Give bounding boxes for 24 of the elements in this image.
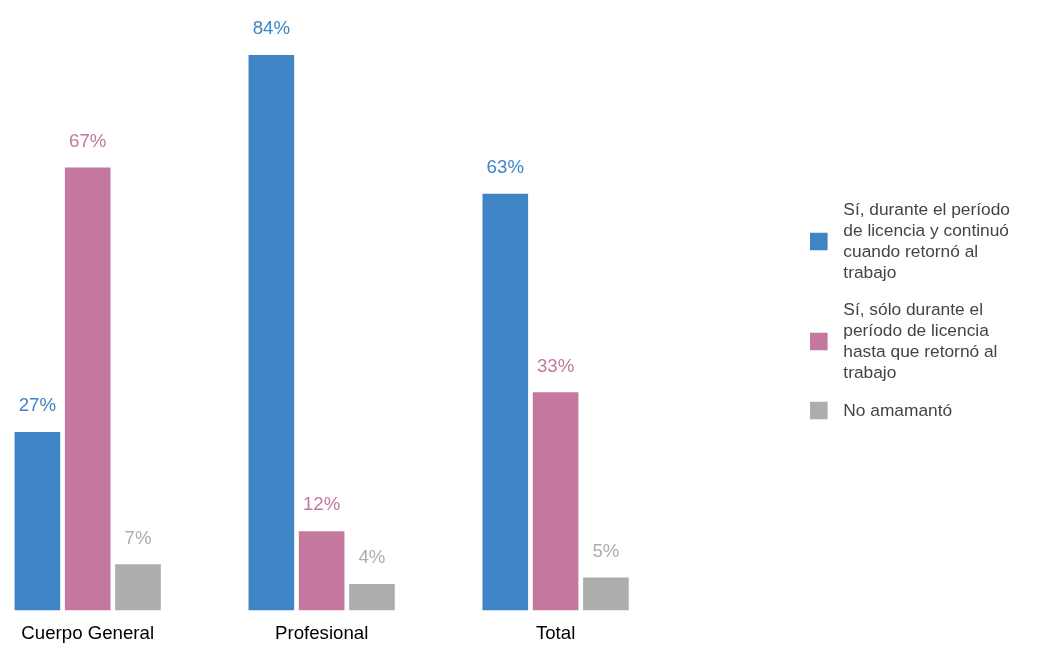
bar [14, 431, 61, 611]
x-tick-label: Cuerpo General [21, 621, 155, 643]
data-label: 7% [124, 526, 152, 548]
bar [349, 584, 395, 611]
x-tick-label: Profesional [274, 621, 369, 643]
legend-label: Sí, sólo durante el período de licencia hasta que retornó al trabajo [843, 299, 998, 383]
bar [298, 531, 345, 611]
bar [482, 193, 529, 611]
data-label: 63% [486, 156, 524, 178]
data-label: 12% [302, 493, 341, 515]
bar [583, 577, 629, 611]
data-label: 33% [536, 354, 575, 376]
bar [532, 392, 579, 611]
data-label: 27% [18, 394, 57, 416]
legend-label: Sí, durante el período de licencia y continuó cuando retornó al trabajo [843, 199, 1010, 283]
legend-label: No amamantó [843, 399, 953, 421]
data-label: 84% [252, 17, 291, 39]
bar [64, 167, 111, 611]
data-label: 5% [592, 539, 620, 561]
x-tick-label: Total [535, 621, 576, 643]
data-label: 67% [69, 129, 107, 151]
bar [248, 54, 295, 611]
data-label: 4% [358, 546, 386, 568]
bar [115, 564, 161, 611]
